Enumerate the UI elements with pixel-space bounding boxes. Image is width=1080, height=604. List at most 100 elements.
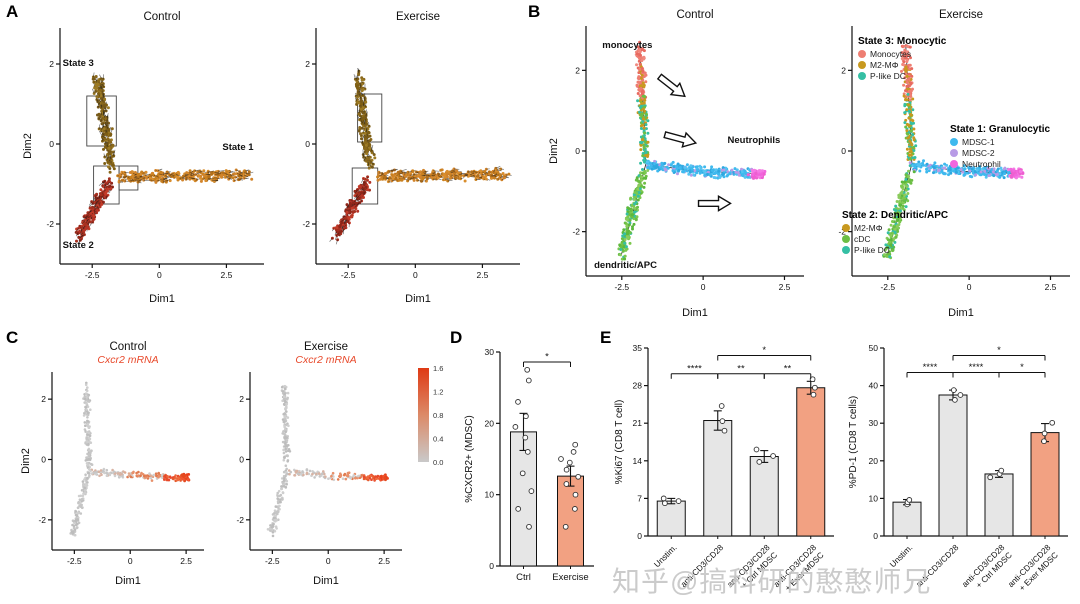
svg-text:10: 10: [485, 490, 495, 500]
legend-item-cdc: cDC: [842, 234, 948, 245]
panel-a-exercise-trajectory-plot: -2 0 2 -2.5 0 2.5 Dim1 Exercise: [276, 8, 528, 313]
svg-text:-2.5: -2.5: [85, 270, 100, 280]
legend-item-plikedc2: P-like DC: [842, 245, 948, 256]
svg-text:20: 20: [869, 456, 879, 466]
svg-text:Cxcr2 mRNA: Cxcr2 mRNA: [295, 354, 356, 366]
svg-text:%CXCR2+ (MDSC): %CXCR2+ (MDSC): [464, 415, 475, 503]
svg-text:2: 2: [841, 65, 846, 75]
svg-text:14: 14: [633, 456, 643, 466]
m2-swatch-icon: [858, 61, 866, 69]
panel-b-exercise-trajectory-plot: -2 0 2 -2.5 0 2.5 Dim1 Exercise: [812, 6, 1076, 327]
legend-state3-monocytic: State 3: Monocytic Monocytes M2-MΦ P-lik…: [858, 36, 946, 82]
legend-label: P-like DC: [854, 245, 890, 255]
svg-text:28: 28: [633, 381, 643, 391]
svg-text:-2.5: -2.5: [880, 282, 895, 292]
svg-text:-2.5: -2.5: [614, 282, 629, 292]
plikedc-swatch-icon: [858, 72, 866, 80]
svg-text:monocytes: monocytes: [602, 40, 652, 51]
monocytes-swatch-icon: [858, 50, 866, 58]
svg-text:-2: -2: [838, 227, 846, 237]
panel-label-d: D: [450, 328, 463, 347]
svg-text:2.5: 2.5: [1045, 282, 1057, 292]
svg-text:2.5: 2.5: [477, 270, 489, 280]
svg-text:40: 40: [869, 381, 879, 391]
svg-text:Dim2: Dim2: [548, 138, 560, 164]
svg-text:0: 0: [128, 556, 133, 566]
svg-text:2.5: 2.5: [180, 556, 192, 566]
panel-e-ki67-bar-chart: 0 7 14 21 28 35 %Ki67 (CD8 T cell) Unstim. anti-…: [612, 334, 838, 604]
svg-text:35: 35: [633, 343, 643, 353]
svg-text:2: 2: [49, 59, 54, 69]
svg-text:Dim1: Dim1: [948, 307, 974, 319]
legend-label: M2-MΦ: [870, 60, 899, 70]
legend-item-mdsc2: MDSC-2: [950, 148, 1050, 159]
svg-text:-2: -2: [302, 219, 310, 229]
svg-text:2: 2: [239, 394, 244, 404]
svg-text:10: 10: [869, 493, 879, 503]
svg-text:0.8: 0.8: [433, 411, 443, 420]
m2b-swatch-icon: [842, 224, 850, 232]
svg-text:Dim1: Dim1: [149, 293, 175, 305]
svg-text:0: 0: [637, 531, 642, 541]
svg-text:50: 50: [869, 343, 879, 353]
svg-text:21: 21: [633, 418, 643, 428]
panel-d-cxcr2-bar-chart: 0 10 20 30 %CXCR2+ (MDSC) Ctrl Exercise *: [462, 336, 600, 603]
svg-text:0: 0: [305, 139, 310, 149]
svg-text:-2: -2: [38, 515, 46, 525]
legend-state2-title: State 2: Dendritic/APC: [842, 210, 949, 221]
svg-text:30: 30: [869, 418, 879, 428]
svg-text:Dim1: Dim1: [405, 293, 431, 305]
svg-text:0: 0: [575, 146, 580, 156]
cdc-swatch-icon: [842, 235, 850, 243]
legend-label: Monocytes: [870, 49, 912, 59]
svg-text:0: 0: [489, 561, 494, 571]
svg-text:0: 0: [967, 282, 972, 292]
mdsc2-swatch-icon: [950, 149, 958, 157]
panel-c-exercise-cxcr2-plot: -2 0 2 -2.5 0 2.5 Dim1 Exercise Cxcr2 mRNA: [216, 338, 408, 595]
legend-item-monocytes: Monocytes: [858, 49, 946, 60]
svg-text:Exercise: Exercise: [304, 341, 348, 353]
cxcr2-colorbar: 1.6 1.2 0.8 0.4 0.0: [414, 362, 460, 479]
svg-text:dendritic/APC: dendritic/APC: [594, 260, 657, 271]
svg-text:%PD-1 (CD8 T cells): %PD-1 (CD8 T cells): [848, 396, 859, 488]
svg-text:0: 0: [873, 531, 878, 541]
legend-label: P-like DC: [870, 71, 906, 81]
svg-text:*: *: [762, 345, 766, 356]
panel-a-control-trajectory-plot: -2 0 2 -2.5 0 2.5 Dim1 Dim2 Control State 3 State …: [20, 8, 272, 313]
svg-text:Exercise: Exercise: [396, 11, 440, 23]
svg-text:2.5: 2.5: [779, 282, 791, 292]
svg-text:0: 0: [701, 282, 706, 292]
panel-b-control-trajectory-plot: -2 0 2 -2.5 0 2.5 Dim1 Dim2 Control monocytes Neut…: [546, 6, 810, 327]
neutrophil-swatch-icon: [950, 160, 958, 168]
legend-state3-title: State 3: Monocytic: [858, 36, 947, 47]
svg-text:2: 2: [41, 394, 46, 404]
svg-text:-2.5: -2.5: [341, 270, 356, 280]
legend-label: Neutrophil: [962, 159, 1001, 169]
svg-text:-2.5: -2.5: [67, 556, 82, 566]
svg-text:Control: Control: [676, 9, 713, 21]
legend-item-m2b: M2-MΦ: [842, 223, 948, 234]
svg-text:0: 0: [157, 270, 162, 280]
svg-text:7: 7: [637, 493, 642, 503]
svg-text:0: 0: [841, 146, 846, 156]
panel-label-b: B: [528, 2, 541, 21]
svg-text:Cxcr2 mRNA: Cxcr2 mRNA: [97, 354, 158, 366]
svg-text:Exercise: Exercise: [552, 572, 588, 583]
svg-text:2.5: 2.5: [221, 270, 233, 280]
svg-text:-2: -2: [46, 219, 54, 229]
svg-text:1.6: 1.6: [433, 364, 443, 373]
legend-item-mdsc1: MDSC-1: [950, 137, 1050, 148]
panel-label-c: C: [6, 328, 19, 347]
svg-text:State 2: State 2: [63, 240, 94, 251]
svg-text:****: ****: [969, 362, 984, 373]
svg-text:Dim2: Dim2: [22, 133, 34, 159]
svg-text:*: *: [1020, 362, 1024, 373]
plikedc2-swatch-icon: [842, 246, 850, 254]
svg-text:20: 20: [485, 418, 495, 428]
svg-text:****: ****: [923, 362, 938, 373]
svg-text:Neutrophils: Neutrophils: [728, 135, 781, 146]
svg-text:0: 0: [326, 556, 331, 566]
svg-text:-2.5: -2.5: [265, 556, 280, 566]
svg-text:Dim1: Dim1: [115, 575, 141, 587]
zhihu-watermark: 知乎@搞科研的憨憨师兄: [612, 566, 932, 597]
